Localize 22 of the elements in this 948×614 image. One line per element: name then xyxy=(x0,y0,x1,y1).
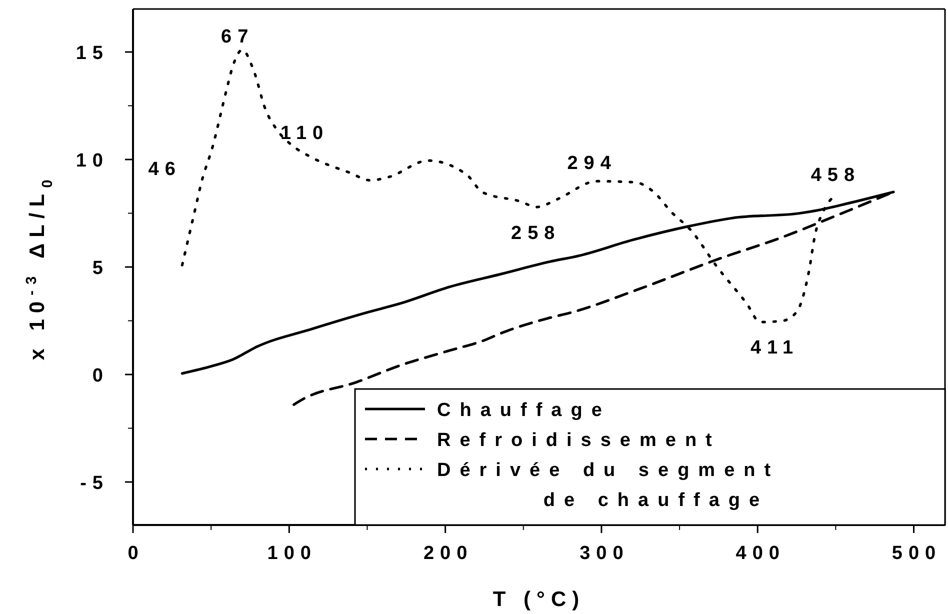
y-tick-label: -5 xyxy=(80,473,109,494)
annotation: 67 xyxy=(221,26,254,48)
x-tick-label: 200 xyxy=(423,543,474,564)
legend-label: Chauffage xyxy=(437,400,611,421)
x-tick-label: 100 xyxy=(267,543,318,564)
x-tick-label: 500 xyxy=(892,543,942,564)
annotation: 411 xyxy=(750,337,800,358)
legend-label: Refroidissement xyxy=(437,430,721,451)
y-tick-label: 15 xyxy=(76,43,109,64)
x-tick-label: 0 xyxy=(128,543,144,564)
y-tick-label: 10 xyxy=(76,150,109,172)
legend-label: Dérivée du segment de chauffage xyxy=(437,460,780,511)
y-tick-label: 5 xyxy=(92,258,109,279)
annotation: 46 xyxy=(148,159,182,180)
annotation: 110 xyxy=(280,123,330,144)
x-axis-title: T (°C) xyxy=(492,588,586,611)
annotation: 458 xyxy=(810,164,861,186)
x-tick-label: 400 xyxy=(736,543,786,564)
annotation: 294 xyxy=(567,153,617,174)
x-tick-label: 300 xyxy=(580,543,630,564)
annotation: 258 xyxy=(511,222,561,244)
y-tick-label: 0 xyxy=(92,366,109,386)
